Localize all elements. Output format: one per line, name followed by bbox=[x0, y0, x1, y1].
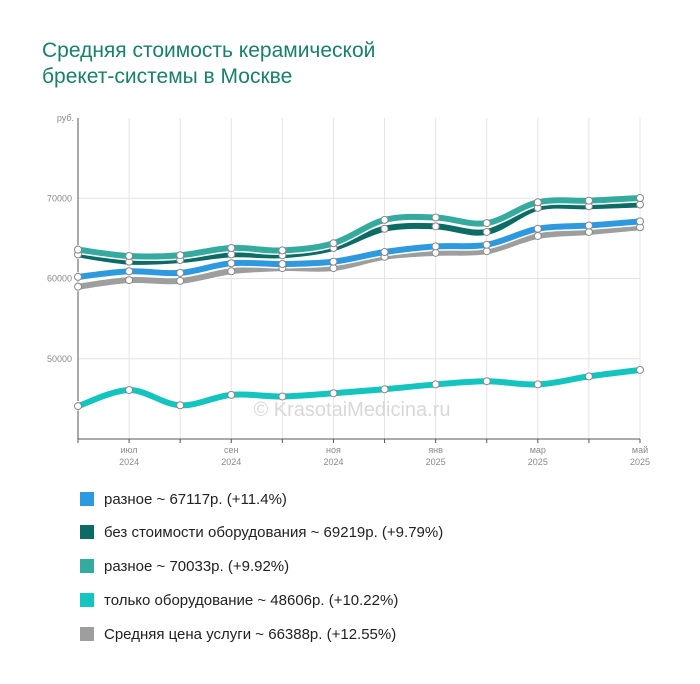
legend-swatch bbox=[80, 593, 94, 607]
data-point bbox=[227, 259, 236, 268]
data-point bbox=[584, 196, 593, 205]
legend-label: Средняя цена услуги ~ 66388р. (+12.55%) bbox=[104, 626, 397, 643]
data-point bbox=[533, 198, 542, 207]
x-tick-label-year: 2024 bbox=[119, 457, 139, 467]
data-point bbox=[74, 245, 82, 254]
x-tick-label-year: 2025 bbox=[426, 457, 446, 467]
data-point bbox=[482, 240, 491, 249]
x-tick-label-year: 2024 bbox=[323, 457, 343, 467]
data-point bbox=[533, 231, 542, 240]
data-point bbox=[380, 215, 389, 224]
data-point bbox=[125, 386, 134, 395]
data-point bbox=[227, 390, 236, 399]
data-point bbox=[74, 282, 82, 291]
data-point bbox=[278, 260, 287, 269]
data-point bbox=[125, 276, 134, 285]
data-point bbox=[227, 244, 236, 253]
y-tick-label: 70000 bbox=[47, 193, 72, 203]
chart-lines bbox=[73, 193, 645, 411]
data-point bbox=[278, 246, 287, 255]
data-point bbox=[482, 377, 491, 386]
x-tick-label-year: 2024 bbox=[221, 457, 241, 467]
legend-label: только оборудование ~ 48606р. (+10.22%) bbox=[104, 592, 399, 609]
x-tick-label-month: май bbox=[632, 445, 648, 455]
data-point bbox=[482, 219, 491, 228]
x-tick-label-month: мар bbox=[530, 445, 546, 455]
chart-title-line-2: брекет-системы в Москве bbox=[42, 65, 293, 88]
data-point bbox=[227, 267, 236, 276]
chart-title: Средняя стоимость керамической брекет-си… bbox=[42, 38, 562, 90]
data-point bbox=[74, 402, 82, 411]
data-point bbox=[431, 242, 440, 251]
x-tick-label-month: ноя bbox=[326, 445, 341, 455]
data-point bbox=[380, 385, 389, 394]
data-point bbox=[329, 389, 338, 398]
data-point bbox=[584, 221, 593, 230]
data-point bbox=[176, 276, 185, 285]
data-point bbox=[278, 392, 287, 401]
chart-points bbox=[74, 193, 644, 411]
data-point bbox=[380, 248, 389, 257]
x-tick-label-month: сен bbox=[224, 445, 239, 455]
legend-label: разное ~ 70033р. (+9.92%) bbox=[104, 558, 290, 575]
series-line bbox=[75, 194, 643, 260]
chart-grid bbox=[77, 118, 641, 439]
data-point bbox=[176, 268, 185, 277]
data-point bbox=[329, 239, 338, 248]
y-tick-label: 50000 bbox=[47, 354, 72, 364]
data-point bbox=[431, 380, 440, 389]
data-point bbox=[482, 227, 491, 236]
x-tick-label-month: июл bbox=[121, 445, 138, 455]
data-point bbox=[431, 213, 440, 222]
x-tick-label-year: 2025 bbox=[528, 457, 548, 467]
data-point bbox=[636, 200, 644, 209]
data-point bbox=[533, 224, 542, 233]
legend-swatch bbox=[80, 492, 94, 506]
data-point bbox=[125, 267, 134, 276]
data-point bbox=[431, 222, 440, 231]
x-tick-label-year: 2025 bbox=[630, 457, 650, 467]
data-point bbox=[636, 217, 644, 226]
data-point bbox=[636, 193, 644, 202]
legend-label: разное ~ 67117р. (+11.4%) bbox=[104, 491, 287, 508]
data-point bbox=[74, 272, 82, 281]
series-line bbox=[75, 218, 643, 280]
data-point bbox=[380, 224, 389, 233]
legend-swatch bbox=[80, 559, 94, 573]
data-point bbox=[636, 365, 644, 374]
data-point bbox=[176, 401, 185, 410]
watermark: © KrasotaiMedicina.ru bbox=[253, 399, 450, 421]
legend-swatch bbox=[80, 525, 94, 539]
series-line bbox=[75, 201, 643, 265]
x-tick-label-month: янв bbox=[428, 445, 443, 455]
legend-label: без стоимости оборудования ~ 69219р. (+9… bbox=[104, 524, 444, 541]
y-tick-label: 60000 bbox=[47, 274, 72, 284]
data-point bbox=[176, 251, 185, 260]
data-point bbox=[533, 380, 542, 389]
data-point bbox=[584, 372, 593, 381]
series-line bbox=[75, 366, 643, 410]
legend-swatch bbox=[80, 627, 94, 641]
series-line bbox=[75, 224, 643, 290]
chart-title-line-1: Средняя стоимость керамической bbox=[42, 39, 376, 62]
y-axis-label: руб. bbox=[57, 113, 74, 123]
data-point bbox=[329, 257, 338, 266]
data-point bbox=[125, 252, 134, 261]
